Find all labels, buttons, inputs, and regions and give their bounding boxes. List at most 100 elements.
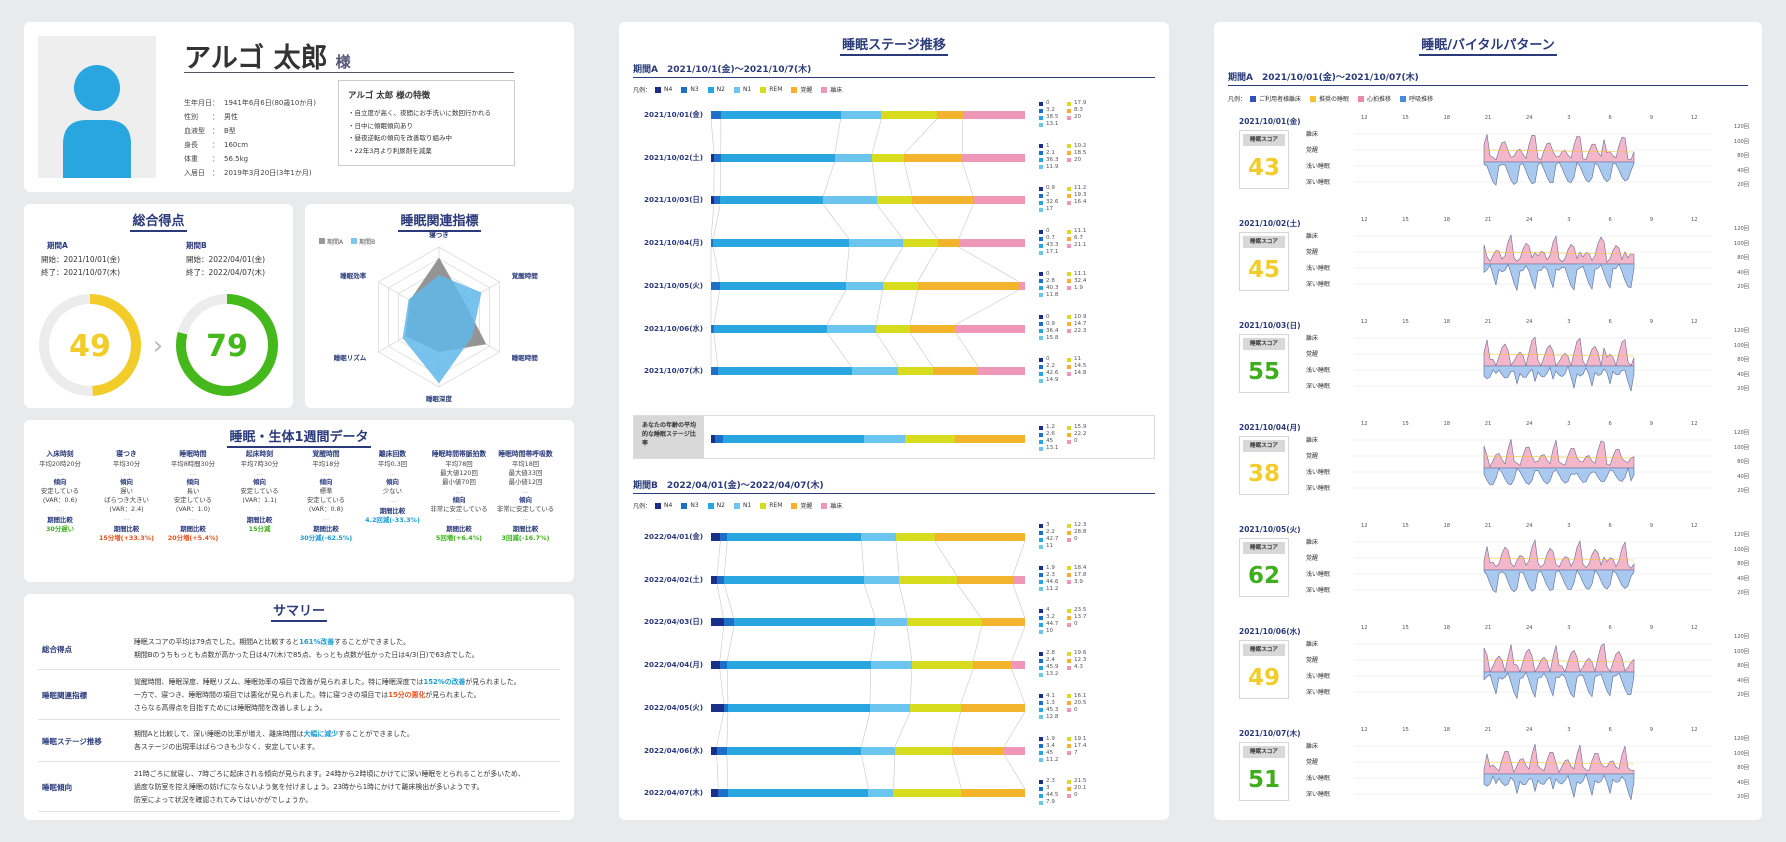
stage-values: 1.9 19.1 3.4 17.4 45 7 11.2 bbox=[1039, 736, 1099, 764]
stage-connector bbox=[822, 204, 850, 240]
stage-segment bbox=[720, 153, 835, 162]
legend-swatch bbox=[655, 502, 662, 509]
feature-item: ・昼夜逆転の傾向を改善取り組み中 bbox=[348, 134, 452, 142]
stage-segment bbox=[720, 111, 841, 119]
vitals-title: 睡眠/バイタルパターン bbox=[1419, 38, 1557, 56]
stage-value: 10.2 bbox=[1074, 142, 1087, 149]
weekly-compare-label: 期間比較 bbox=[512, 525, 539, 533]
stage-segment bbox=[910, 703, 961, 712]
hour-tick: 24 bbox=[1526, 421, 1533, 427]
stage-value: 32.6 bbox=[1046, 199, 1059, 206]
weekly-avg: 平均20時20分 bbox=[39, 460, 81, 468]
stage-segment bbox=[826, 324, 877, 333]
stage-connector bbox=[882, 246, 904, 282]
stage-segment bbox=[719, 661, 728, 670]
stage-connector bbox=[716, 583, 724, 619]
score-box-title: 睡眠スコア bbox=[1243, 236, 1285, 248]
field-value: 1941年6月6日(80歳10か月) bbox=[224, 99, 316, 107]
vitals-waveform bbox=[1354, 743, 1712, 800]
stage-connector bbox=[894, 711, 911, 747]
respiration-area bbox=[1483, 773, 1635, 800]
legend-item: ご利用者様離床 bbox=[1250, 94, 1301, 103]
stage-value: 2.6 bbox=[1046, 431, 1055, 437]
stage-value: 44.5 bbox=[1046, 792, 1059, 799]
y-label: 80回 bbox=[1737, 255, 1749, 261]
y-label: 120回 bbox=[1733, 124, 1749, 130]
stage-value: 2.4 bbox=[1046, 657, 1055, 664]
stage-bar bbox=[711, 533, 1025, 541]
period-a-title: 期間A 2021/10/1(金)～2021/10/7(木) bbox=[633, 65, 812, 75]
legend-text: N2 bbox=[716, 502, 725, 509]
stage-value: 17.9 bbox=[1074, 100, 1087, 106]
legend-item: N3 bbox=[681, 86, 699, 93]
stage-bar bbox=[711, 281, 1025, 290]
weekly-avg: 平均78回 bbox=[445, 460, 473, 468]
legend-text: REM bbox=[769, 86, 783, 93]
stage-date: 2021/10/04(月) bbox=[643, 238, 703, 248]
stage-value: 1.2 bbox=[1046, 424, 1055, 430]
legend-item: REM bbox=[760, 86, 782, 93]
stage-segment bbox=[1004, 746, 1025, 755]
stage-segment bbox=[872, 153, 905, 162]
stage-connector bbox=[712, 204, 721, 240]
stage-connector bbox=[909, 332, 934, 368]
weekly-head: 寝つき bbox=[116, 450, 137, 458]
stage-segment bbox=[711, 661, 720, 670]
stage-value: 45.9 bbox=[1046, 664, 1059, 671]
stage-date: 2022/04/05(火) bbox=[643, 702, 703, 712]
stage-value: 11.2 bbox=[1046, 585, 1059, 592]
weekly-column: 入床時刻 平均20時20分… 傾向 安定している (VAR：0.6)… 期間比較 30分遅い bbox=[30, 450, 90, 534]
stage-segment bbox=[904, 153, 963, 162]
stage-date: 2022/04/04(月) bbox=[643, 660, 703, 670]
stage-segment bbox=[711, 703, 724, 712]
y-label: 80回 bbox=[1737, 765, 1749, 771]
field-value: 2019年3月20日(3年1か月) bbox=[224, 169, 312, 177]
stage-values: 4.1 16.1 1.3 20.5 45.3 0 12.8 bbox=[1039, 693, 1099, 721]
stage-value: 2.3 bbox=[1046, 778, 1055, 785]
weekly-avg: 平均0.3回 bbox=[377, 460, 408, 468]
stage-connector bbox=[1011, 668, 1026, 704]
stage-value: 2.8 bbox=[1046, 650, 1055, 657]
profile-field: 生年月日： 1941年6月6日(80歳10か月) bbox=[184, 98, 316, 108]
weekly-label: 傾向 bbox=[253, 478, 266, 486]
stage-value: 17 bbox=[1046, 206, 1054, 213]
respiration-area bbox=[1483, 365, 1635, 392]
stage-connector bbox=[1012, 583, 1026, 619]
summary-text: 睡眠スコアの平均は79点でした。期間Aと比較すると161%改善することができまし… bbox=[134, 636, 479, 662]
hour-tick: 3 bbox=[1567, 319, 1571, 325]
y-label: 40回 bbox=[1737, 371, 1749, 378]
hour-tick: 6 bbox=[1608, 319, 1612, 325]
stage-segment bbox=[840, 111, 882, 119]
weekly-panel: 睡眠・生体1週間データ 入床時刻 平均20時20分… 傾向 安定している (VAR：0.… bbox=[24, 420, 574, 582]
legend-swatch bbox=[1358, 95, 1365, 102]
hour-tick: 18 bbox=[1443, 421, 1451, 427]
stage-values: 4 23.5 3.2 13.7 44.7 0 10 bbox=[1039, 607, 1099, 635]
summary-segment: 期間Bのうちもっとも点数が高かった日は4/7(木)で85点、もっとも点数が低かっ… bbox=[134, 651, 479, 659]
weekly-dots: … bbox=[123, 514, 130, 522]
legend-text: 覚醒 bbox=[800, 87, 813, 94]
stage-value: 17.1 bbox=[1046, 249, 1059, 256]
radar-legend-a: 期間A bbox=[327, 239, 344, 246]
legend-swatch bbox=[760, 86, 767, 93]
stage-value: 11.2 bbox=[1074, 185, 1087, 192]
stage-connector bbox=[1012, 540, 1026, 576]
stage-value: 14.8 bbox=[1074, 370, 1087, 377]
legend-item: N4 bbox=[655, 502, 672, 509]
hour-tick: 21 bbox=[1484, 727, 1492, 733]
legend-text: N2 bbox=[716, 86, 725, 93]
radar-title: 睡眠関連指標 bbox=[398, 214, 481, 232]
stage-segment bbox=[727, 703, 871, 712]
weekly-label: 傾向 bbox=[519, 496, 532, 504]
stage-connector bbox=[716, 711, 725, 747]
score-box: 睡眠スコア 51 bbox=[1239, 742, 1289, 801]
stage-segment bbox=[717, 367, 852, 376]
summary-key: 睡眠ステージ推移 bbox=[42, 737, 102, 746]
hour-tick: 18 bbox=[1443, 727, 1451, 733]
stage-value: 2.1 bbox=[1046, 149, 1055, 156]
stage-segment bbox=[917, 281, 1020, 290]
stage-connector bbox=[875, 289, 884, 325]
row-label: 離床 bbox=[1306, 539, 1319, 546]
summary-line: 防室によって状況を確認されてみてはいかがでしょうか。 bbox=[134, 794, 525, 807]
hour-tick: 6 bbox=[1608, 421, 1612, 427]
score-box: 睡眠スコア 49 bbox=[1239, 640, 1289, 699]
